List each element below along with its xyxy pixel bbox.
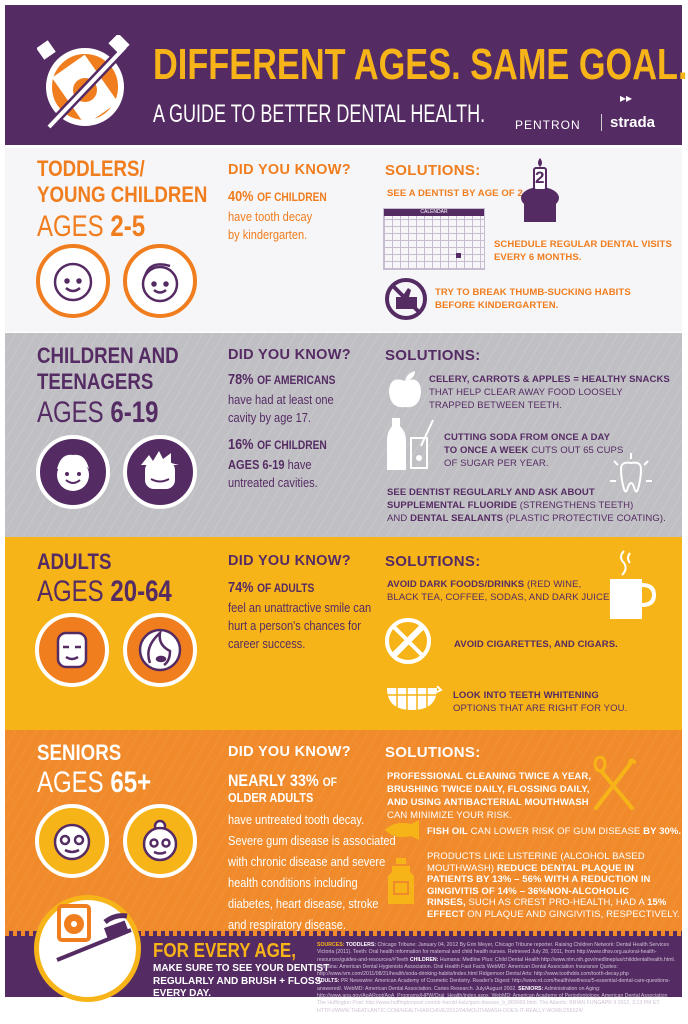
sources-text: SOURCES: TODDLERS: Chicago Tribune: Janu… — [317, 942, 676, 1014]
cupcake-icon: 2 — [520, 156, 560, 231]
ages-label: AGES 6-19 — [37, 396, 159, 429]
solution-text: SCHEDULE REGULAR DENTAL VISITS EVERY 6 MO… — [494, 239, 672, 263]
senior-woman-icon — [123, 804, 197, 878]
solution-text: TRY TO BREAK THUMB-SUCKING HABITS BEFORE … — [435, 287, 631, 311]
teeth-whitening-icon — [387, 685, 443, 717]
solution-text: SEE DENTIST REGULARLY AND ASK ABOUT SUPPL… — [387, 487, 666, 524]
apple-icon — [387, 369, 423, 414]
teenager-icon — [123, 435, 197, 509]
stat-body: AGES 6-19 have — [228, 457, 312, 472]
no-thumb-sucking-icon — [384, 277, 428, 326]
section-title: ADULTS — [37, 549, 112, 574]
stat-headline: NEARLY 33% OF — [228, 771, 337, 790]
ages-label: AGES 65+ — [37, 766, 152, 799]
stat-headline: OLDER ADULTS — [228, 790, 314, 805]
adult-woman-icon — [123, 613, 197, 687]
stat-body: untreated cavities. — [228, 475, 318, 490]
calendar-label: CALENDAR — [384, 209, 484, 216]
section-title: YOUNG CHILDREN — [37, 182, 208, 207]
soda-icon — [387, 416, 439, 477]
page-subtitle: A GUIDE TO BETTER DENTAL HEALTH. — [153, 100, 486, 128]
calendar-icon: CALENDAR — [383, 208, 485, 270]
toddler-girl-icon — [123, 244, 197, 318]
stat-headline: 16% OF CHILDREN — [228, 436, 327, 453]
section-seniors: SENIORS AGES 65+ DID YOU KNOW? NEARLY 33… — [5, 730, 682, 935]
toddler-boy-icon — [36, 244, 110, 318]
floss-toothbrush-icon — [34, 895, 141, 1002]
footer-message: MAKE SURE TO SEE YOUR DENTIST REGULARLY A… — [153, 963, 330, 999]
cupcake-number: 2 — [535, 168, 545, 187]
stat-body: career success. — [228, 636, 306, 651]
stat-body: have untreated tooth decay. Severe gum di… — [228, 812, 396, 932]
brand-pentron: PENTRON — [515, 118, 581, 132]
did-you-know-heading: DID YOU KNOW? — [228, 347, 351, 363]
stat-headline: 40% OF CHILDREN — [228, 188, 327, 205]
mouthwash-bottle-icon — [388, 858, 414, 909]
stat-headline: 78% OF AMERICANS — [228, 371, 336, 388]
stat-body: hurt a person's chances for — [228, 618, 361, 633]
section-title: TEENAGERS — [37, 369, 154, 394]
solution-text: AVOID DARK FOODS/DRINKS (RED WINE, BLACK … — [387, 579, 622, 603]
solution-text: AVOID CIGARETTES, AND CIGARS. — [454, 639, 618, 650]
stat-body: have tooth decay — [228, 209, 313, 224]
child-boy-icon — [36, 435, 110, 509]
section-title: TODDLERS/ — [37, 156, 145, 181]
brand-strada: strada — [601, 114, 655, 131]
stat-body: feel an unattractive smile can — [228, 600, 372, 615]
stat-body: have had at least one — [228, 392, 334, 407]
footer-headline: FOR EVERY AGE, — [153, 940, 296, 962]
fish-icon — [383, 820, 427, 845]
senior-man-icon — [35, 804, 109, 878]
stat-body: by kindergarten. — [228, 227, 308, 242]
solution-text: FISH OIL CAN LOWER RISK OF GUM DISEASE B… — [427, 826, 682, 837]
solution-text: PROFESSIONAL CLEANING TWICE A YEAR, BRUSH… — [387, 771, 592, 821]
solution-text: CELERY, CARROTS & APPLES = HEALTHY SNACK… — [429, 374, 670, 411]
solutions-heading: SOLUTIONS: — [385, 347, 481, 364]
coffee-mug-icon — [608, 549, 657, 626]
section-children-teenagers: CHILDREN AND TEENAGERS AGES 6-19 DID YOU… — [5, 333, 682, 537]
adult-man-icon — [35, 613, 109, 687]
did-you-know-heading: DID YOU KNOW? — [228, 162, 351, 178]
section-toddlers: TODDLERS/ YOUNG CHILDREN AGES 2-5 DID YO… — [5, 148, 682, 332]
solution-text: SEE A DENTIST BY AGE OF 2. — [387, 188, 526, 199]
strada-arrow-icon: ▸▸ — [620, 91, 633, 105]
solution-text: PRODUCTS LIKE LISTERINE (ALCOHOL BASED M… — [427, 851, 680, 920]
stat-headline: 74% OF ADULTS — [228, 579, 315, 596]
no-toothpaste-logo-icon — [36, 33, 137, 140]
ages-label: AGES 20-64 — [37, 575, 172, 608]
solutions-heading: SOLUTIONS: — [385, 553, 481, 570]
solution-text: CUTTING SODA FROM ONCE A DAY TO ONCE A WE… — [444, 432, 624, 469]
header-banner: DIFFERENT AGES. SAME GOAL. A GUIDE TO BE… — [5, 5, 688, 145]
section-title: SENIORS — [37, 740, 122, 765]
section-title: CHILDREN AND — [37, 343, 179, 368]
no-smoking-icon — [384, 615, 432, 670]
solution-text: LOOK INTO TEETH WHITENING OPTIONS THAT AR… — [453, 690, 628, 714]
stat-body: cavity by age 17. — [228, 410, 311, 425]
section-adults: ADULTS AGES 20-64 DID YOU KNOW? 74% OF A… — [5, 537, 682, 730]
page-title: DIFFERENT AGES. SAME GOAL. — [153, 40, 688, 89]
solutions-heading: SOLUTIONS: — [385, 744, 481, 761]
did-you-know-heading: DID YOU KNOW? — [228, 744, 351, 760]
shining-tooth-icon — [608, 451, 654, 508]
ages-label: AGES 2-5 — [37, 210, 146, 243]
dental-tools-icon — [590, 755, 638, 817]
did-you-know-heading: DID YOU KNOW? — [228, 553, 351, 569]
solutions-heading: SOLUTIONS: — [385, 162, 481, 179]
